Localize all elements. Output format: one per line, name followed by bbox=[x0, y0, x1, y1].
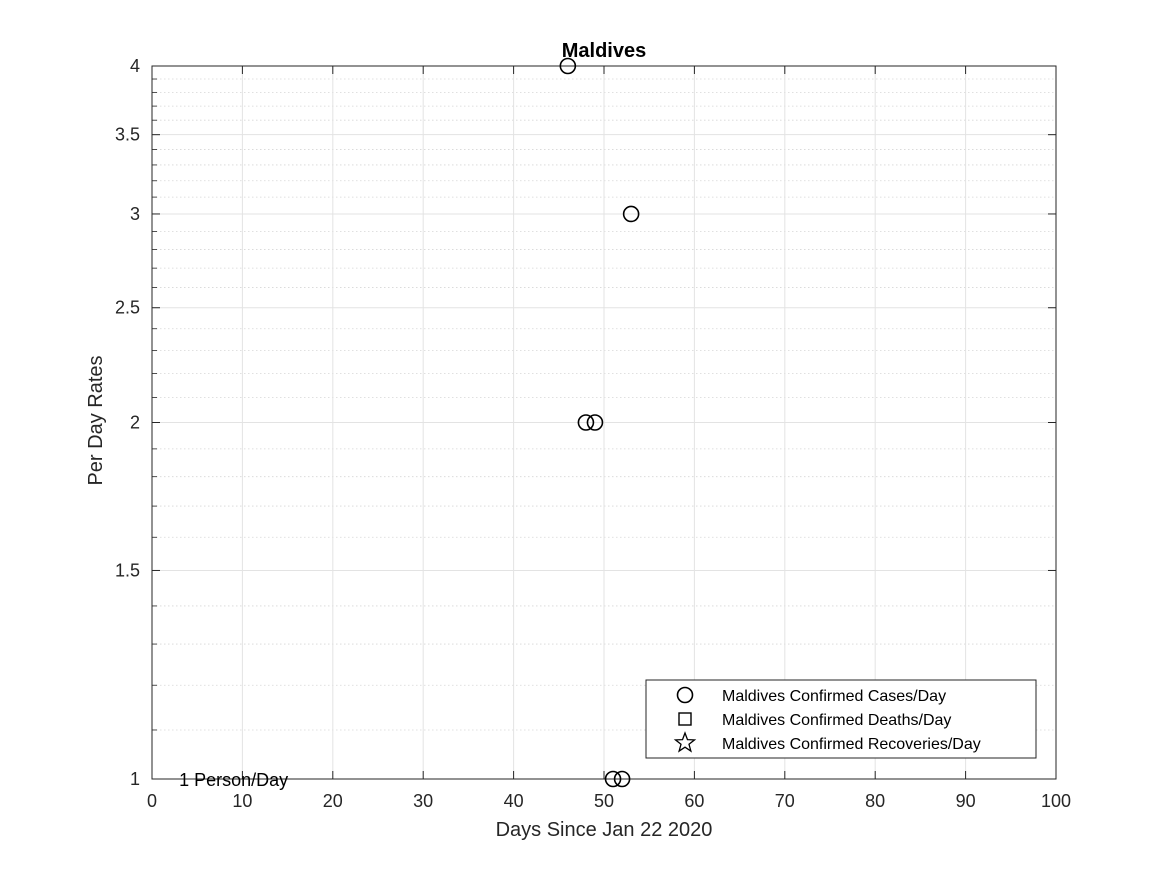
x-tick-label: 70 bbox=[775, 791, 795, 811]
y-tick-label: 1 bbox=[130, 769, 140, 789]
data-point-circle bbox=[577, 414, 595, 431]
legend-entry-label: Maldives Confirmed Deaths/Day bbox=[722, 712, 951, 729]
y-tick-label: 3.5 bbox=[115, 125, 140, 145]
grid bbox=[152, 66, 1056, 779]
legend-marker-square bbox=[678, 712, 692, 726]
y-tick-label: 1.5 bbox=[115, 560, 140, 580]
x-tick-label: 80 bbox=[865, 791, 885, 811]
x-tick-label: 10 bbox=[232, 791, 252, 811]
x-axis-label: Days Since Jan 22 2020 bbox=[496, 819, 713, 841]
x-tick-label: 40 bbox=[504, 791, 524, 811]
data-point-circle bbox=[622, 205, 640, 223]
x-tick-label: 50 bbox=[594, 791, 614, 811]
y-axis-label: Per Day Rates bbox=[85, 355, 107, 485]
legend-entry-label: Maldives Confirmed Recoveries/Day bbox=[722, 736, 981, 753]
x-tick-label: 0 bbox=[147, 791, 157, 811]
legend-box bbox=[645, 679, 1037, 759]
x-tick-label: 100 bbox=[1041, 791, 1071, 811]
data-point-circle bbox=[604, 770, 622, 788]
y-tick-label: 3 bbox=[130, 204, 140, 224]
legend-entry-label: Maldives Confirmed Cases/Day bbox=[722, 688, 946, 705]
legend-marker-star bbox=[673, 731, 697, 753]
y-tick-label: 2.5 bbox=[115, 298, 140, 318]
legend: Maldives Confirmed Cases/Day Maldives Con… bbox=[645, 679, 1037, 759]
x-tick-label: 30 bbox=[413, 791, 433, 811]
x-tick-label: 20 bbox=[323, 791, 343, 811]
legend-marker-circle bbox=[676, 686, 694, 704]
data-point-circle bbox=[559, 57, 577, 75]
data-point-circle bbox=[586, 414, 604, 431]
x-tick-label: 90 bbox=[956, 791, 976, 811]
chart-title: Maldives bbox=[562, 40, 646, 62]
x-tick-label: 60 bbox=[684, 791, 704, 811]
y-tick-label: 4 bbox=[130, 56, 140, 76]
data-point-circle bbox=[613, 770, 631, 788]
data-points bbox=[559, 57, 640, 788]
y-tick-label: 2 bbox=[130, 413, 140, 433]
annotation-text: 1 Person/Day bbox=[179, 770, 288, 790]
annotations: 1 Person/Day bbox=[179, 770, 288, 790]
axis-ticks: 0 10 20 30 40 50 60 70 80 90 100 1 1.5 2 2.5 3 3.5 4 bbox=[115, 56, 1071, 811]
